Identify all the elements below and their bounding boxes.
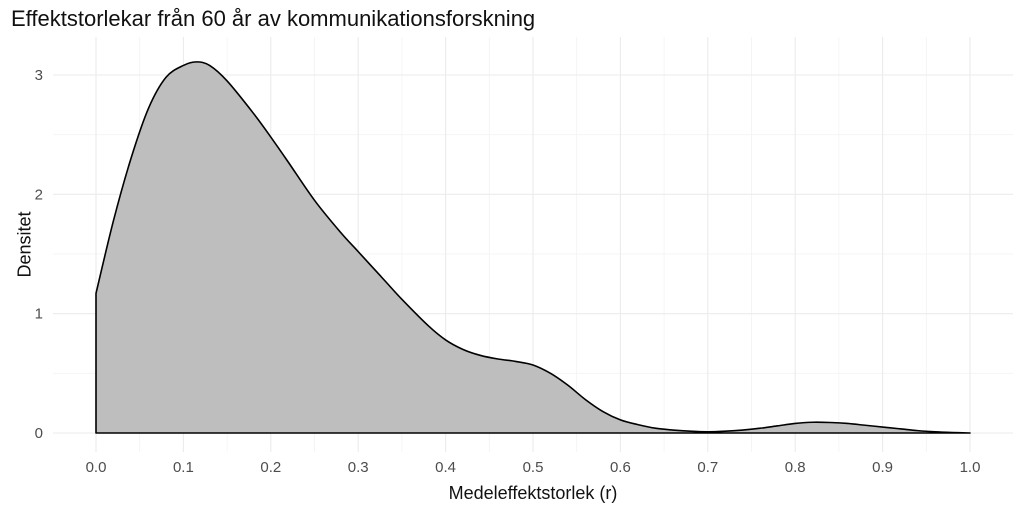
x-axis-tick-labels: 0.0 0.1 0.2 0.3 0.4 0.5 0.6 0.7 0.8 0.9 1.0 [86,459,981,476]
x-tick-label: 0.2 [260,459,281,476]
y-axis-tick-labels: 0 1 2 3 [35,67,43,442]
density-area [95,61,971,434]
x-tick-label: 0.6 [610,459,631,476]
x-tick-label: 0.9 [872,459,893,476]
x-tick-label: 0.5 [523,459,544,476]
chart-title: Effektstorlekar från 60 år av kommunikat… [11,6,536,31]
x-tick-label: 0.8 [785,459,806,476]
x-tick-label: 0.7 [697,459,718,476]
y-tick-label: 1 [35,306,43,323]
x-tick-label: 0.4 [435,459,456,476]
y-tick-label: 3 [35,67,43,84]
x-axis-title: Medeleffektstorlek (r) [449,483,618,503]
y-tick-label: 0 [35,425,43,442]
y-axis-title: Densitet [14,211,34,277]
x-tick-label: 0.1 [173,459,194,476]
x-tick-label: 0.3 [348,459,369,476]
x-tick-label: 0.0 [86,459,107,476]
x-tick-label: 1.0 [960,459,981,476]
y-tick-label: 2 [35,186,43,203]
